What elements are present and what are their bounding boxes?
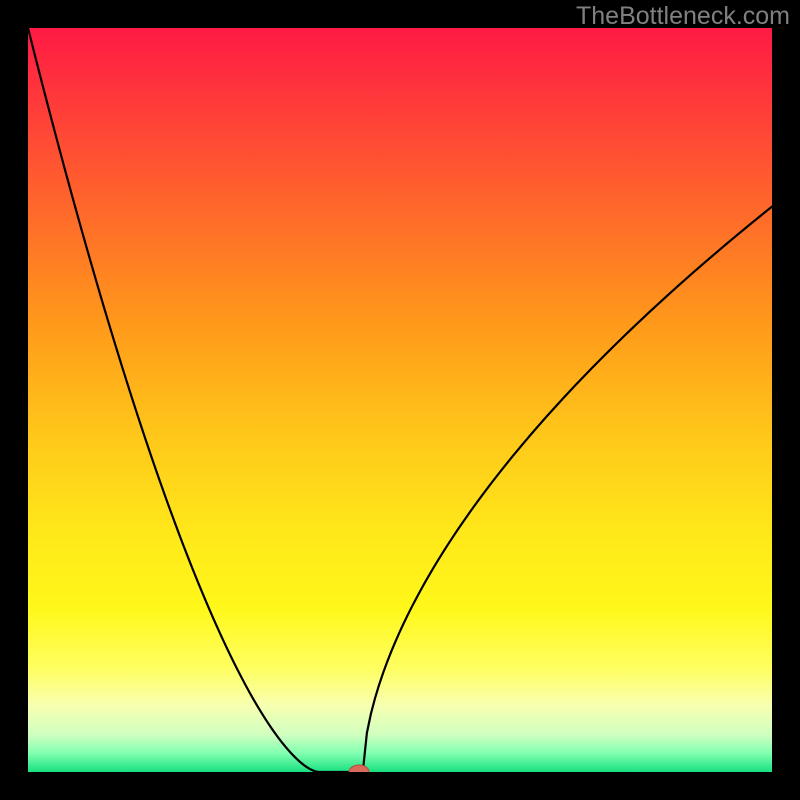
frame-border xyxy=(0,0,28,800)
gradient-background xyxy=(28,28,772,772)
watermark-text: TheBottleneck.com xyxy=(576,2,790,31)
frame-border xyxy=(0,772,800,800)
chart-svg xyxy=(28,28,772,772)
frame-border xyxy=(772,0,800,800)
plot-area xyxy=(28,28,772,772)
